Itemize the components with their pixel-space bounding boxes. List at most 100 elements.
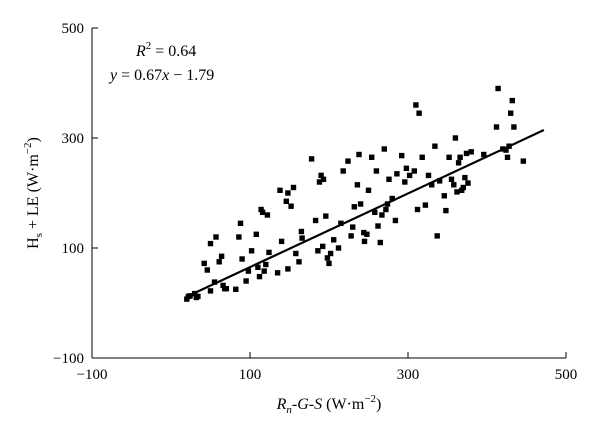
regression-equation: y = 0.67x − 1.79 xyxy=(108,67,214,84)
data-point xyxy=(392,217,399,224)
data-point xyxy=(256,273,263,280)
y-tick-label: −100 xyxy=(53,351,84,367)
x-tick-label: 100 xyxy=(239,367,262,383)
data-point xyxy=(261,268,267,274)
data-points xyxy=(184,85,526,302)
data-point xyxy=(375,223,381,229)
data-point xyxy=(253,231,259,237)
data-point xyxy=(425,172,432,179)
data-point xyxy=(457,154,463,160)
data-point xyxy=(315,248,321,254)
data-point xyxy=(345,158,351,164)
data-point xyxy=(338,220,344,226)
data-point xyxy=(264,212,271,218)
data-point xyxy=(331,237,337,243)
data-point xyxy=(369,154,375,160)
data-point xyxy=(361,229,367,236)
data-point xyxy=(468,149,474,155)
data-point xyxy=(451,182,457,188)
x-ticks: −100 100 300 500 xyxy=(77,352,578,383)
data-point xyxy=(495,85,501,92)
data-point xyxy=(259,209,266,215)
data-point xyxy=(416,110,422,116)
data-point xyxy=(379,212,385,218)
y-axis-label: Hs + LE (W·m−2) xyxy=(22,137,45,249)
data-point xyxy=(429,182,435,188)
data-point xyxy=(454,189,460,195)
data-point xyxy=(218,253,225,259)
data-point xyxy=(318,172,324,179)
data-point xyxy=(274,270,281,276)
data-point xyxy=(326,260,332,267)
data-point xyxy=(463,150,470,157)
data-point xyxy=(239,256,245,262)
data-point xyxy=(403,165,410,171)
y-tick-label: 100 xyxy=(62,241,85,257)
data-point xyxy=(432,143,438,149)
data-point xyxy=(372,209,378,215)
data-point xyxy=(381,146,387,152)
data-point xyxy=(462,174,468,181)
data-point xyxy=(414,206,421,213)
data-point xyxy=(335,245,342,251)
data-point xyxy=(320,176,327,182)
data-point xyxy=(386,176,392,182)
data-point xyxy=(452,135,459,141)
data-point xyxy=(220,282,226,289)
data-point xyxy=(350,224,356,230)
data-point xyxy=(285,266,291,272)
data-point xyxy=(204,267,210,273)
data-point xyxy=(312,217,319,224)
data-point xyxy=(504,154,511,160)
data-point xyxy=(216,259,222,265)
data-point xyxy=(213,234,219,240)
data-point xyxy=(201,260,207,267)
data-point xyxy=(258,206,264,213)
data-point xyxy=(511,124,517,130)
data-point xyxy=(520,158,526,164)
data-point xyxy=(465,180,471,186)
data-point xyxy=(509,97,515,104)
data-point xyxy=(411,168,417,174)
data-point xyxy=(327,250,334,257)
data-point xyxy=(413,102,419,108)
data-point xyxy=(263,261,269,268)
data-point xyxy=(503,147,509,153)
data-point xyxy=(278,238,285,245)
regression-line xyxy=(186,129,545,298)
data-point xyxy=(446,154,452,160)
data-point xyxy=(316,179,323,185)
data-point xyxy=(296,259,302,265)
data-point xyxy=(285,190,291,196)
data-point xyxy=(266,249,272,256)
data-point xyxy=(245,268,252,274)
x-tick-label: 500 xyxy=(555,367,578,383)
data-point xyxy=(402,179,408,185)
data-point xyxy=(237,220,244,226)
data-point xyxy=(288,203,294,209)
data-point xyxy=(348,233,354,239)
data-point xyxy=(481,151,487,158)
data-point xyxy=(320,243,326,250)
data-point xyxy=(283,198,289,204)
data-point xyxy=(361,238,368,245)
data-point xyxy=(233,286,239,292)
data-point xyxy=(493,124,500,130)
data-point xyxy=(340,168,346,174)
data-point xyxy=(406,172,413,179)
data-point xyxy=(377,239,383,246)
data-point xyxy=(441,193,447,199)
data-point xyxy=(324,255,331,261)
x-tick-label: −100 xyxy=(77,367,108,383)
data-point xyxy=(365,187,372,193)
data-point xyxy=(357,201,364,207)
data-point xyxy=(351,204,357,210)
data-point xyxy=(508,110,514,116)
data-point xyxy=(255,264,261,270)
data-point xyxy=(459,187,465,193)
data-point xyxy=(460,184,466,191)
data-point xyxy=(211,279,218,285)
data-point xyxy=(419,154,425,160)
y-tick-label: 300 xyxy=(62,131,85,147)
